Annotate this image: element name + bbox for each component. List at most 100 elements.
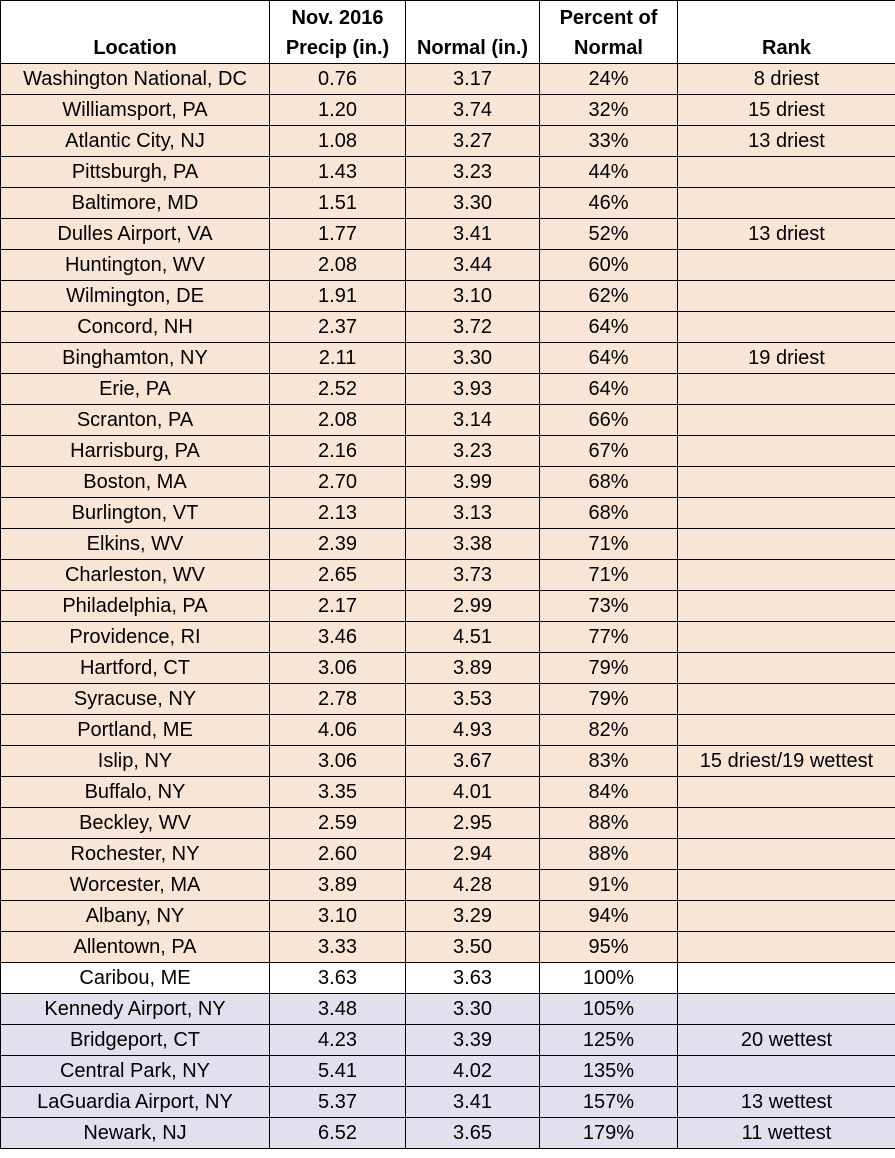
cell-rank — [677, 156, 895, 188]
cell-percent: 60% — [539, 249, 678, 281]
cell-precip: 3.48 — [269, 993, 406, 1025]
table-row: Binghamton, NY 2.11 3.30 64% 19 driest — [0, 342, 895, 374]
cell-location: Islip, NY — [0, 745, 270, 777]
cell-normal: 3.50 — [405, 931, 540, 963]
cell-percent: 105% — [539, 993, 678, 1025]
cell-rank — [677, 993, 895, 1025]
table-row: Beckley, WV 2.59 2.95 88% — [0, 807, 895, 839]
table-row: Burlington, VT 2.13 3.13 68% — [0, 497, 895, 529]
cell-rank — [677, 621, 895, 653]
cell-percent: 157% — [539, 1086, 678, 1118]
cell-precip: 2.78 — [269, 683, 406, 715]
cell-percent: 135% — [539, 1055, 678, 1087]
table-row: Caribou, ME 3.63 3.63 100% — [0, 962, 895, 994]
cell-location: Pittsburgh, PA — [0, 156, 270, 188]
cell-normal: 3.29 — [405, 900, 540, 932]
cell-precip: 1.91 — [269, 280, 406, 312]
table-row: Elkins, WV 2.39 3.38 71% — [0, 528, 895, 560]
cell-normal: 4.01 — [405, 776, 540, 808]
cell-precip: 3.63 — [269, 962, 406, 994]
cell-normal: 3.93 — [405, 373, 540, 405]
table-row: Charleston, WV 2.65 3.73 71% — [0, 559, 895, 591]
cell-normal: 3.23 — [405, 156, 540, 188]
cell-percent: 32% — [539, 94, 678, 126]
cell-precip: 3.10 — [269, 900, 406, 932]
table-row: Atlantic City, NJ 1.08 3.27 33% 13 driest — [0, 125, 895, 157]
cell-normal: 3.39 — [405, 1024, 540, 1056]
table-row: Providence, RI 3.46 4.51 77% — [0, 621, 895, 653]
cell-percent: 33% — [539, 125, 678, 157]
table-row: Williamsport, PA 1.20 3.74 32% 15 driest — [0, 94, 895, 126]
cell-normal: 3.14 — [405, 404, 540, 436]
cell-normal: 3.13 — [405, 497, 540, 529]
cell-location: Harrisburg, PA — [0, 435, 270, 467]
cell-percent: 94% — [539, 900, 678, 932]
cell-location: Beckley, WV — [0, 807, 270, 839]
cell-normal: 3.72 — [405, 311, 540, 343]
cell-normal: 3.74 — [405, 94, 540, 126]
header-precip: Nov. 2016 Precip (in.) — [269, 0, 406, 64]
cell-location: Elkins, WV — [0, 528, 270, 560]
cell-precip: 1.77 — [269, 218, 406, 250]
cell-normal: 3.41 — [405, 1086, 540, 1118]
table-row: Huntington, WV 2.08 3.44 60% — [0, 249, 895, 281]
table-row: Scranton, PA 2.08 3.14 66% — [0, 404, 895, 436]
cell-normal: 2.94 — [405, 838, 540, 870]
table-row: LaGuardia Airport, NY 5.37 3.41 157% 13 wett… — [0, 1086, 895, 1118]
cell-location: Syracuse, NY — [0, 683, 270, 715]
cell-percent: 64% — [539, 342, 678, 374]
cell-normal: 3.63 — [405, 962, 540, 994]
cell-percent: 68% — [539, 497, 678, 529]
cell-precip: 0.76 — [269, 63, 406, 95]
table-row: Boston, MA 2.70 3.99 68% — [0, 466, 895, 498]
header-location: Location — [0, 0, 270, 64]
cell-location: Williamsport, PA — [0, 94, 270, 126]
cell-percent: 44% — [539, 156, 678, 188]
cell-location: Erie, PA — [0, 373, 270, 405]
cell-location: LaGuardia Airport, NY — [0, 1086, 270, 1118]
cell-location: Washington National, DC — [0, 63, 270, 95]
cell-rank — [677, 435, 895, 467]
cell-location: Binghamton, NY — [0, 342, 270, 374]
cell-precip: 2.08 — [269, 249, 406, 281]
cell-normal: 3.30 — [405, 342, 540, 374]
cell-rank — [677, 280, 895, 312]
table-row: Hartford, CT 3.06 3.89 79% — [0, 652, 895, 684]
table-row: Kennedy Airport, NY 3.48 3.30 105% — [0, 993, 895, 1025]
cell-rank — [677, 869, 895, 901]
cell-rank: 11 wettest — [677, 1117, 895, 1149]
cell-percent: 71% — [539, 528, 678, 560]
cell-percent: 68% — [539, 466, 678, 498]
cell-location: Atlantic City, NJ — [0, 125, 270, 157]
cell-location: Newark, NJ — [0, 1117, 270, 1149]
cell-rank — [677, 187, 895, 219]
table-row: Allentown, PA 3.33 3.50 95% — [0, 931, 895, 963]
cell-rank: 15 driest — [677, 94, 895, 126]
header-normal: Normal (in.) — [405, 0, 540, 64]
cell-percent: 125% — [539, 1024, 678, 1056]
cell-normal: 3.67 — [405, 745, 540, 777]
cell-normal: 3.73 — [405, 559, 540, 591]
cell-rank: 13 driest — [677, 125, 895, 157]
table-row: Bridgeport, CT 4.23 3.39 125% 20 wettest — [0, 1024, 895, 1056]
cell-percent: 64% — [539, 311, 678, 343]
cell-normal: 3.41 — [405, 218, 540, 250]
cell-percent: 52% — [539, 218, 678, 250]
cell-percent: 24% — [539, 63, 678, 95]
cell-rank — [677, 931, 895, 963]
table-row: Pittsburgh, PA 1.43 3.23 44% — [0, 156, 895, 188]
cell-precip: 3.35 — [269, 776, 406, 808]
cell-normal: 3.17 — [405, 63, 540, 95]
cell-rank — [677, 311, 895, 343]
cell-percent: 91% — [539, 869, 678, 901]
cell-percent: 84% — [539, 776, 678, 808]
cell-precip: 2.52 — [269, 373, 406, 405]
cell-percent: 66% — [539, 404, 678, 436]
cell-normal: 3.10 — [405, 280, 540, 312]
cell-percent: 95% — [539, 931, 678, 963]
cell-precip: 1.20 — [269, 94, 406, 126]
cell-location: Caribou, ME — [0, 962, 270, 994]
cell-precip: 3.06 — [269, 652, 406, 684]
cell-precip: 3.46 — [269, 621, 406, 653]
cell-precip: 5.41 — [269, 1055, 406, 1087]
